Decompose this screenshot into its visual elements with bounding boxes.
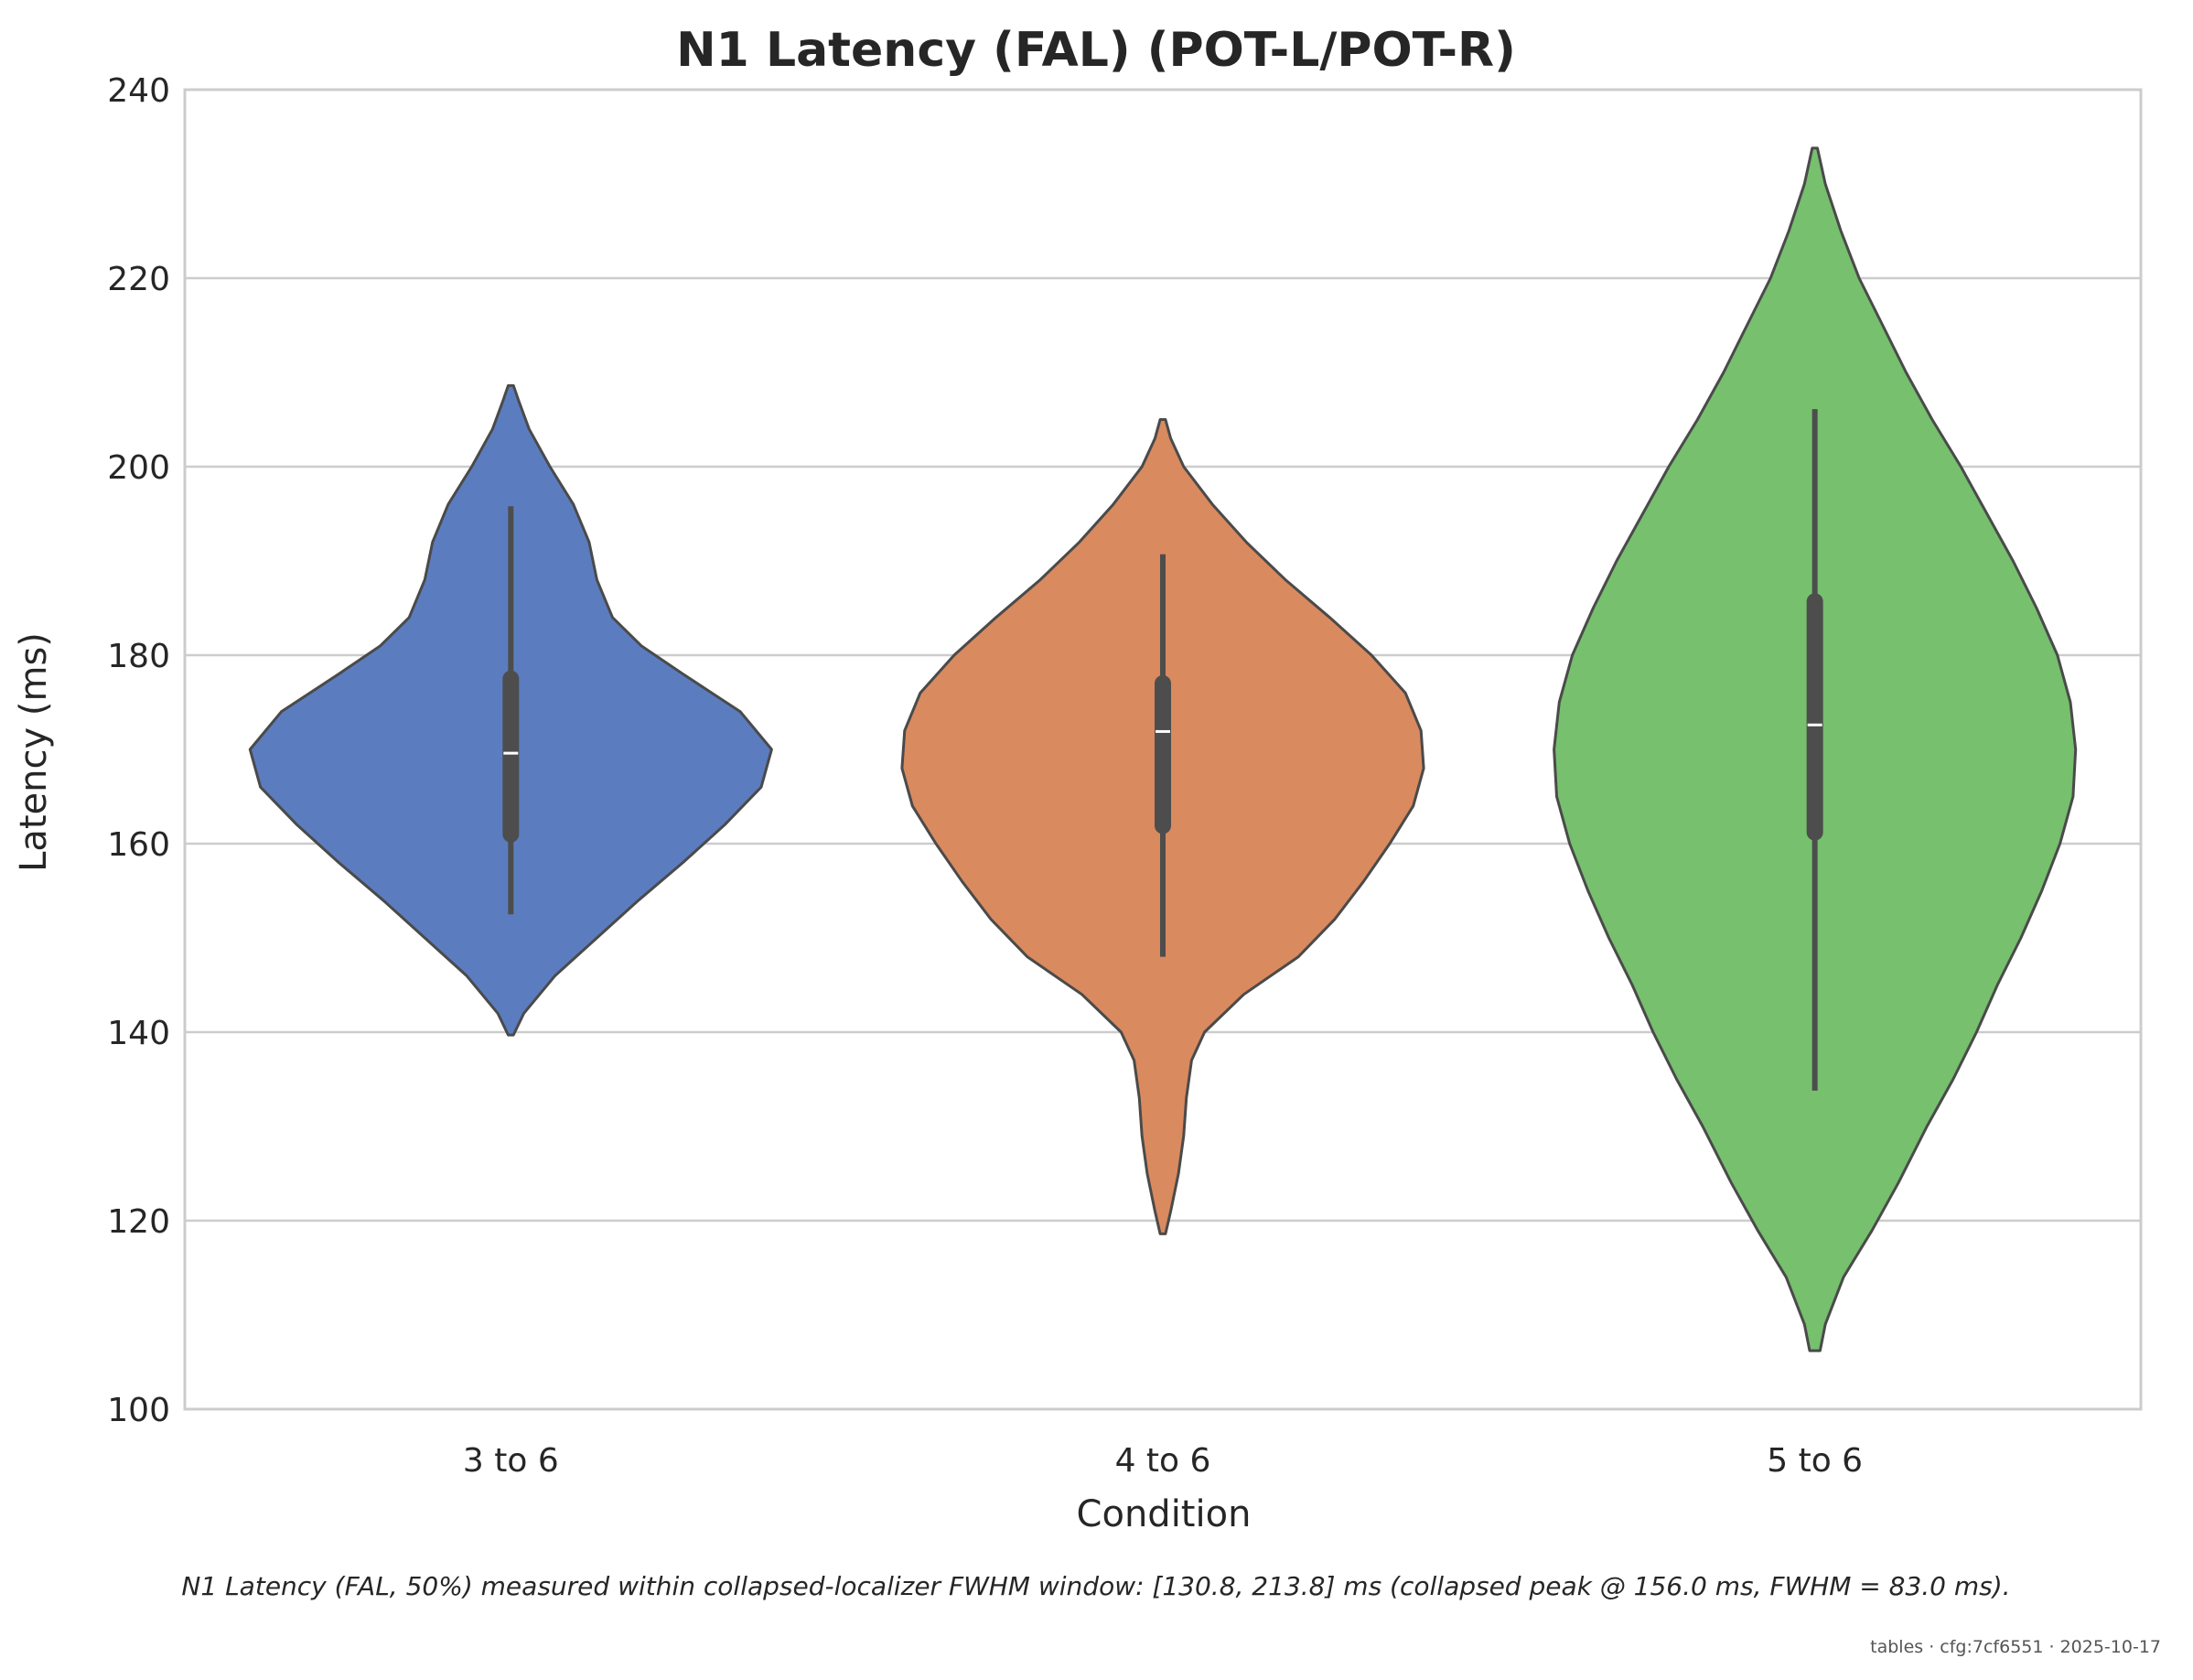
violins: [248, 146, 2078, 1352]
y-axis-label: Latency (ms): [13, 632, 55, 872]
x-tick-label-1: 3 to 6: [463, 1442, 559, 1480]
y-tick-label-100: 100: [107, 1392, 170, 1429]
x-tick-label-2: 4 to 6: [1115, 1442, 1211, 1480]
x-axis-label: Condition: [1077, 1493, 1252, 1535]
caption-note: N1 Latency (FAL, 50%) measured within co…: [181, 1571, 2010, 1601]
y-tick-label-240: 240: [107, 72, 170, 110]
y-tick-label-200: 200: [107, 449, 170, 487]
y-tick-label-160: 160: [107, 826, 170, 864]
x-tick-labels: 3 to 6 4 to 6 5 to 6: [463, 1442, 1863, 1480]
y-tick-label-140: 140: [107, 1015, 170, 1052]
y-tick-labels: 100 120 140 160 180 200 220 240: [107, 72, 170, 1429]
y-tick-label-120: 120: [107, 1203, 170, 1241]
footer-stamp: tables · cfg:7cf6551 · 2025-10-17: [1870, 1637, 2161, 1657]
y-tick-label-180: 180: [107, 638, 170, 675]
plot-frame: [183, 88, 2143, 1411]
y-tick-label-220: 220: [107, 261, 170, 298]
chart-title: N1 Latency (FAL) (POT-L/POT-R): [676, 23, 1516, 78]
x-tick-label-3: 5 to 6: [1767, 1442, 1863, 1480]
